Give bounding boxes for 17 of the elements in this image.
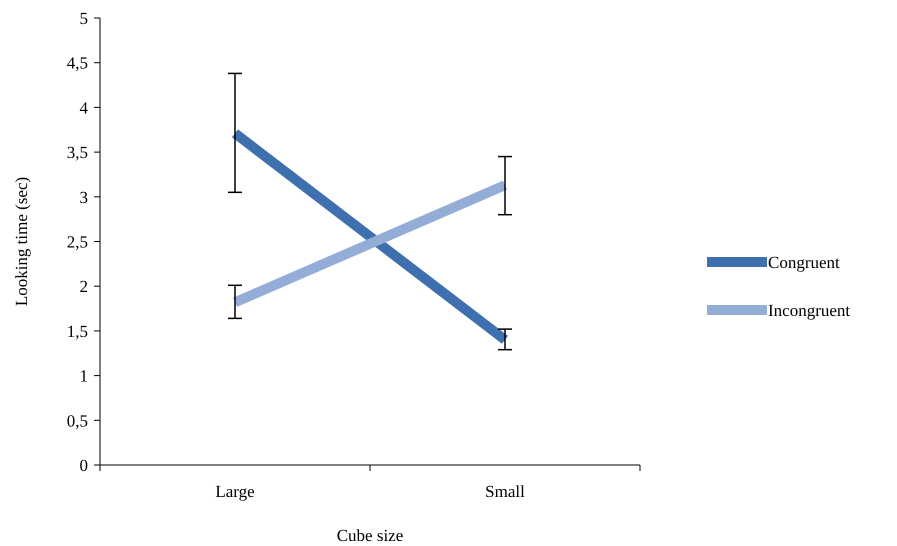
x-tick-label: Small bbox=[485, 482, 526, 501]
y-tick-label: 2 bbox=[80, 277, 88, 296]
x-axis-title: Cube size bbox=[336, 526, 404, 545]
y-tick-label: 4 bbox=[80, 98, 88, 118]
legend-label: Congruent bbox=[768, 252, 840, 272]
y-tick-label: 0 bbox=[80, 456, 88, 475]
legend-label: Incongruent bbox=[768, 300, 850, 320]
y-tick-label: 1 bbox=[80, 366, 88, 386]
y-tick-label: 2,5 bbox=[66, 232, 88, 252]
y-tick-label: 5 bbox=[80, 8, 88, 28]
x-tick-label: Large bbox=[215, 482, 255, 501]
y-tick-label: 0,5 bbox=[66, 411, 88, 430]
y-axis-title: Looking time (sec) bbox=[12, 176, 31, 306]
y-tick-label: 3 bbox=[80, 188, 88, 207]
y-tick-label: 3,5 bbox=[66, 143, 88, 162]
y-tick-label: 1,5 bbox=[66, 322, 88, 341]
y-tick-label: 4,5 bbox=[66, 54, 88, 73]
